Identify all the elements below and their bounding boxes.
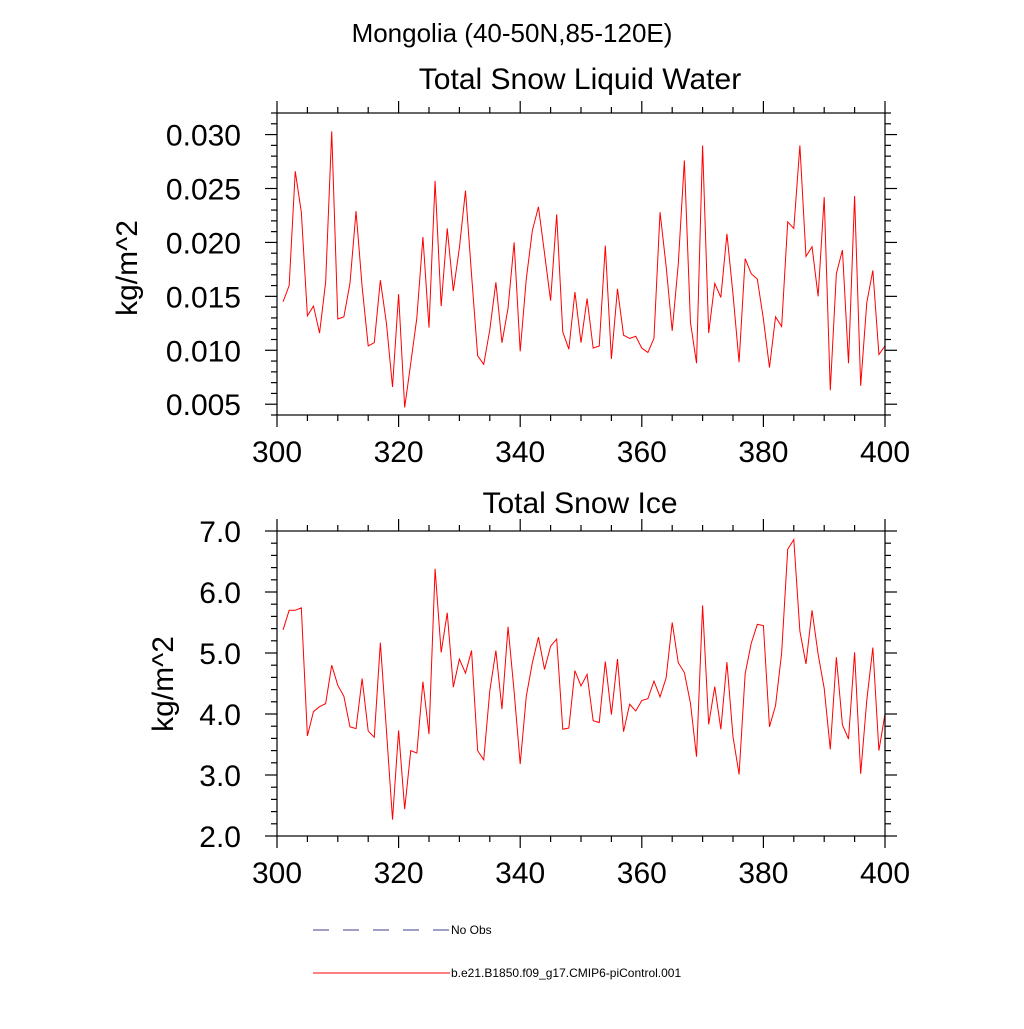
series-line [282, 131, 886, 408]
x-tick-label: 300 [252, 436, 302, 469]
chart-title: Total Snow Liquid Water [419, 63, 741, 96]
x-tick-label: 360 [617, 436, 667, 469]
axis-tick-labels: 300 320 340 360 380 400 0.005 0.010 0.015 0.020 0.… [166, 120, 910, 469]
y-axis-label: kg/m^2 [111, 220, 144, 316]
y-tick-label: 5.0 [199, 638, 241, 671]
y-tick-label: 0.015 [166, 281, 241, 314]
panel-snow-liquid-water: Total Snow Liquid Water kg/m^2 300 320 340… [111, 63, 910, 469]
plot-frame [276, 112, 886, 416]
x-tick-label: 380 [738, 857, 788, 890]
x-tick-label: 340 [495, 436, 545, 469]
panel-snow-ice: Total Snow Ice kg/m^2 300 320 340 360 380 400… [147, 487, 910, 890]
plot-frame [276, 530, 886, 837]
y-tick-label: 7.0 [199, 516, 241, 549]
axis-ticks [265, 101, 897, 427]
y-tick-label: 2.0 [199, 821, 241, 854]
legend-label-model: b.e21.B1850.f09_g17.CMIP6-piControl.001 [451, 966, 681, 980]
y-tick-label: 0.020 [166, 227, 241, 260]
y-tick-label: 4.0 [199, 699, 241, 732]
y-tick-label: 6.0 [199, 577, 241, 610]
axis-tick-labels: 300 320 340 360 380 400 2.0 3.0 4.0 5.0 6.0 7.0 [199, 516, 910, 890]
y-tick-label: 0.010 [166, 335, 241, 368]
x-tick-label: 320 [374, 436, 424, 469]
x-tick-label: 300 [252, 857, 302, 890]
x-tick-label: 320 [374, 857, 424, 890]
series-group [282, 131, 886, 408]
y-tick-label: 0.025 [166, 174, 241, 207]
x-tick-label: 380 [738, 436, 788, 469]
y-tick-label: 0.005 [166, 389, 241, 422]
x-tick-label: 400 [860, 436, 910, 469]
legend-label-no-obs: No Obs [451, 923, 492, 937]
x-tick-label: 340 [495, 857, 545, 890]
page-title: Mongolia (40-50N,85-120E) [352, 18, 673, 48]
x-tick-label: 400 [860, 857, 910, 890]
series-group [282, 537, 886, 820]
y-tick-label: 3.0 [199, 760, 241, 793]
axis-ticks [265, 519, 897, 848]
series-line [282, 537, 886, 820]
x-tick-label: 360 [617, 857, 667, 890]
legend: No Obs b.e21.B1850.f09_g17.CMIP6-piContr… [313, 923, 681, 980]
chart-title: Total Snow Ice [482, 487, 677, 520]
y-tick-label: 0.030 [166, 120, 241, 153]
y-axis-label: kg/m^2 [147, 636, 180, 732]
